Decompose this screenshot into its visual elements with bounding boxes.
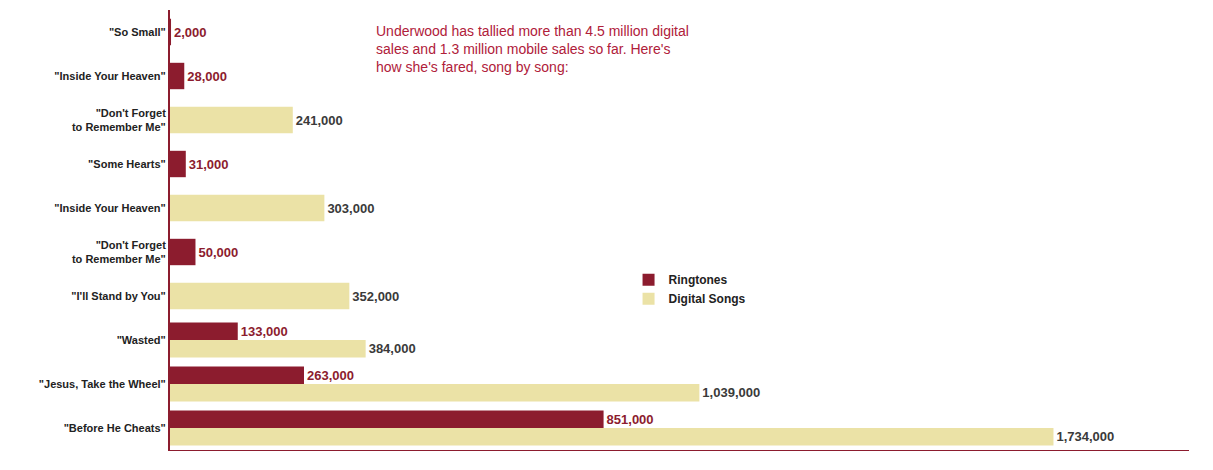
svg-text:241,000: 241,000 [296, 113, 343, 128]
svg-text:303,000: 303,000 [327, 201, 374, 216]
svg-text:28,000: 28,000 [187, 69, 227, 84]
svg-text:Digital Songs: Digital Songs [669, 292, 746, 306]
svg-text:1,734,000: 1,734,000 [1056, 429, 1114, 444]
svg-text:851,000: 851,000 [607, 412, 654, 427]
svg-text:"Some Hearts": "Some Hearts" [88, 158, 166, 170]
svg-text:Underwood has tallied more tha: Underwood has tallied more than 4.5 mill… [376, 23, 689, 75]
svg-text:384,000: 384,000 [369, 341, 416, 356]
svg-text:"Don't Forgetto Remember Me": "Don't Forgetto Remember Me" [72, 239, 166, 265]
svg-text:"Jesus, Take the Wheel": "Jesus, Take the Wheel" [39, 378, 166, 390]
svg-text:"I'll Stand by You": "I'll Stand by You" [71, 290, 166, 302]
svg-text:2,000: 2,000 [174, 25, 207, 40]
svg-text:1,039,000: 1,039,000 [702, 385, 760, 400]
svg-text:352,000: 352,000 [352, 289, 399, 304]
svg-text:50,000: 50,000 [198, 245, 238, 260]
svg-text:"Inside Your Heaven": "Inside Your Heaven" [54, 202, 166, 214]
svg-text:263,000: 263,000 [307, 368, 354, 383]
svg-text:Ringtones: Ringtones [669, 273, 728, 287]
svg-text:"Before He Cheats": "Before He Cheats" [64, 422, 166, 434]
svg-text:31,000: 31,000 [189, 157, 229, 172]
svg-text:133,000: 133,000 [241, 324, 288, 339]
svg-text:"So Small": "So Small" [109, 26, 166, 38]
svg-text:"Inside Your Heaven": "Inside Your Heaven" [54, 70, 166, 82]
svg-text:"Don't Forgetto Remember Me": "Don't Forgetto Remember Me" [72, 107, 166, 133]
svg-text:"Wasted": "Wasted" [117, 334, 166, 346]
